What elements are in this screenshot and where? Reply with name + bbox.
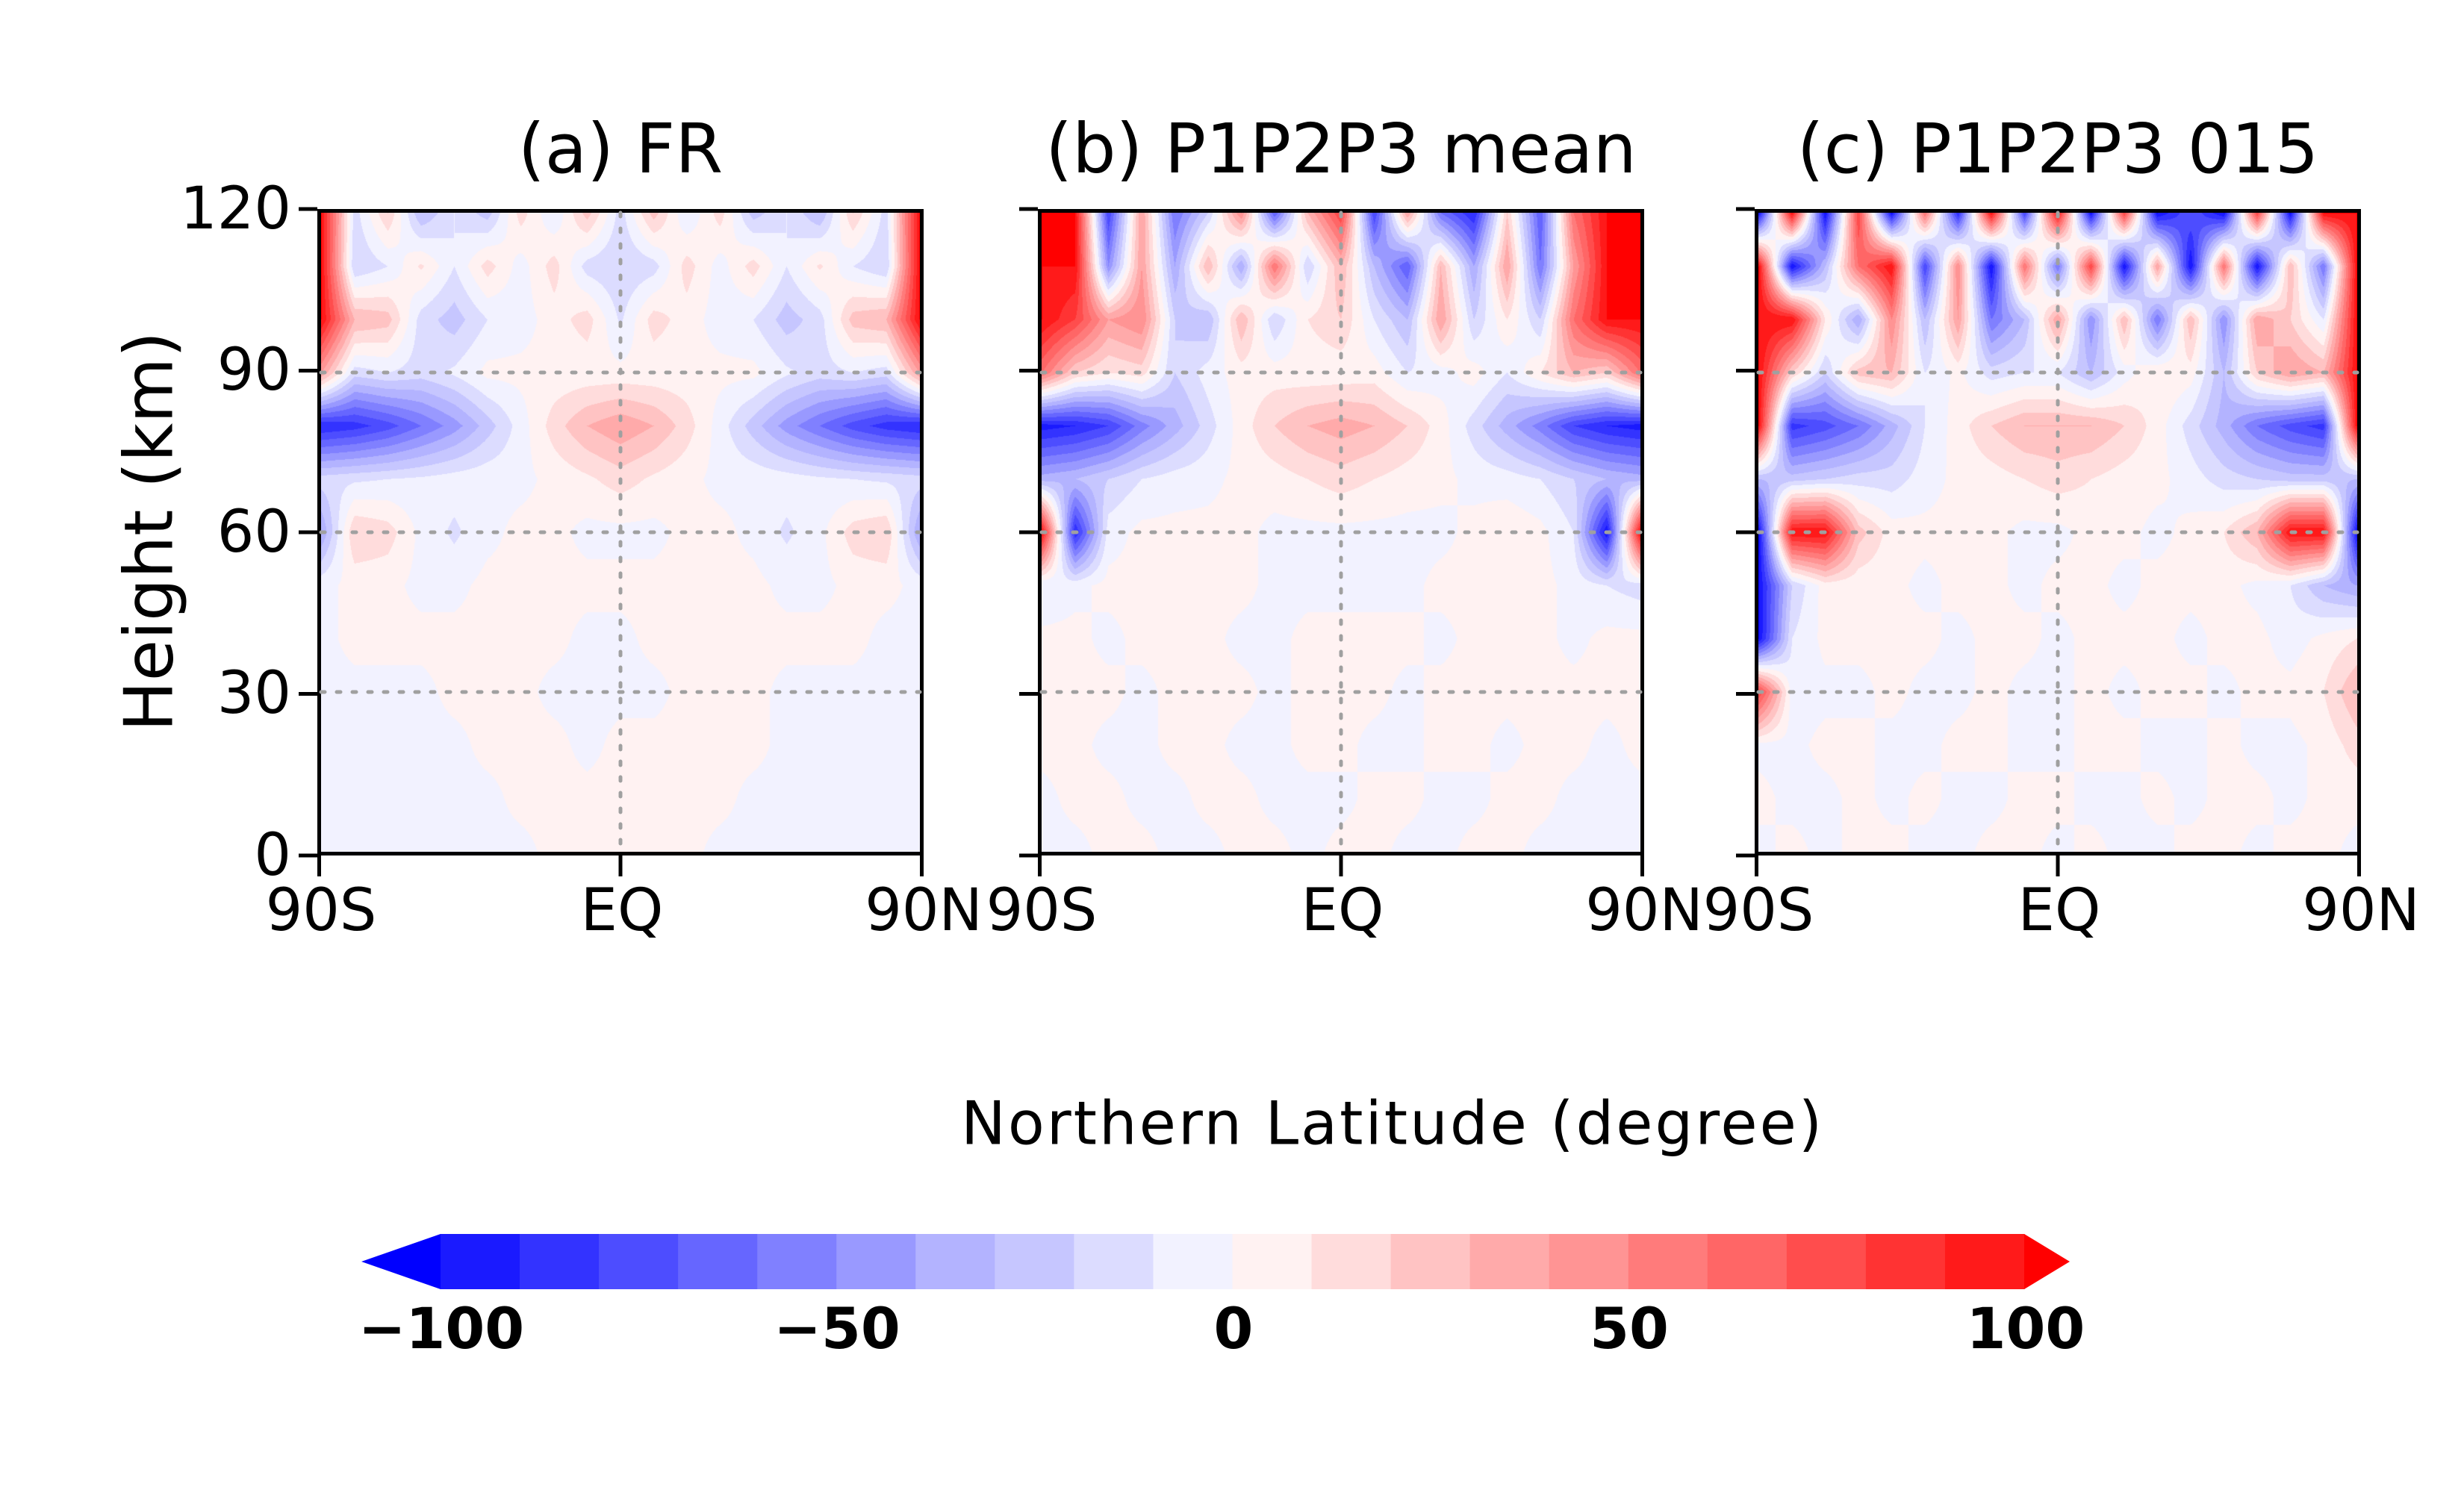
panel-a-grid <box>319 211 922 854</box>
panel-a-title: (a) FR <box>517 109 724 189</box>
colorbar-bin-17 <box>1786 1234 1867 1289</box>
colorbar-bin-1 <box>520 1234 600 1289</box>
panel-b-xtick-90s: 90S <box>986 877 1098 944</box>
ytick-label-0: 0 <box>254 822 291 889</box>
panel-a-xtick-eq: EQ <box>580 877 664 944</box>
colorbar-bin-10 <box>1232 1234 1313 1289</box>
colorbar-under-triangle <box>361 1234 441 1289</box>
colorbar-label-minus100: −100 <box>358 1295 525 1362</box>
colorbar-bin-9 <box>1153 1234 1233 1289</box>
colorbar-bin-19 <box>1944 1234 2025 1289</box>
colorbar-bin-15 <box>1628 1234 1708 1289</box>
ytick-label-120: 120 <box>180 175 291 243</box>
panel-c-title: (c) P1P2P3 015 <box>1796 109 2319 189</box>
panel-b-xtick-90n: 90N <box>1585 877 1703 944</box>
panel-b-xtick-eq: EQ <box>1301 877 1384 944</box>
y-axis-label: Height (km) <box>110 331 189 732</box>
colorbar-bin-2 <box>599 1234 679 1289</box>
colorbar-bin-7 <box>995 1234 1074 1289</box>
colorbar-bin-16 <box>1707 1234 1788 1289</box>
colorbar-bin-4 <box>757 1234 837 1289</box>
panel-b-plot <box>1038 209 1644 855</box>
colorbar-bin-6 <box>915 1234 995 1289</box>
colorbar-bin-18 <box>1865 1234 1946 1289</box>
ytick-label-90: 90 <box>217 337 291 404</box>
x-axis-label: Northern Latitude (degree) <box>960 1088 1825 1159</box>
panel-a-xtick-90n: 90N <box>865 877 983 944</box>
ytick-label-60: 60 <box>217 499 291 566</box>
colorbar-over-triangle <box>2024 1234 2070 1289</box>
colorbar-bin-3 <box>678 1234 758 1289</box>
panel-a-xtick-90s: 90S <box>265 877 377 944</box>
colorbar-bin-13 <box>1469 1234 1550 1289</box>
panel-c-plot <box>1755 209 2361 855</box>
panel-c-xtick-90n: 90N <box>2302 877 2420 944</box>
panel-c-xtick-90s: 90S <box>1702 877 1814 944</box>
panel-c-grid <box>1756 211 2359 854</box>
panel-b-grid <box>1039 211 1643 854</box>
panel-b-title: (b) P1P2P3 mean <box>1045 109 1637 189</box>
colorbar-bin-11 <box>1311 1234 1392 1289</box>
colorbar-label-50: 50 <box>1590 1295 1669 1362</box>
colorbar-label-0: 0 <box>1213 1295 1254 1362</box>
colorbar-bin-12 <box>1390 1234 1471 1289</box>
colorbar-bin-0 <box>441 1234 520 1289</box>
colorbar-bin-5 <box>836 1234 916 1289</box>
ytick-label-30: 30 <box>217 660 291 727</box>
colorbar-label-minus50: −50 <box>774 1295 900 1362</box>
colorbar-bin-8 <box>1074 1234 1154 1289</box>
colorbar-label-100: 100 <box>1966 1295 2085 1362</box>
panel-c-xtick-eq: EQ <box>2017 877 2101 944</box>
panel-a-plot <box>317 209 924 855</box>
colorbar-bin-14 <box>1549 1234 1629 1289</box>
